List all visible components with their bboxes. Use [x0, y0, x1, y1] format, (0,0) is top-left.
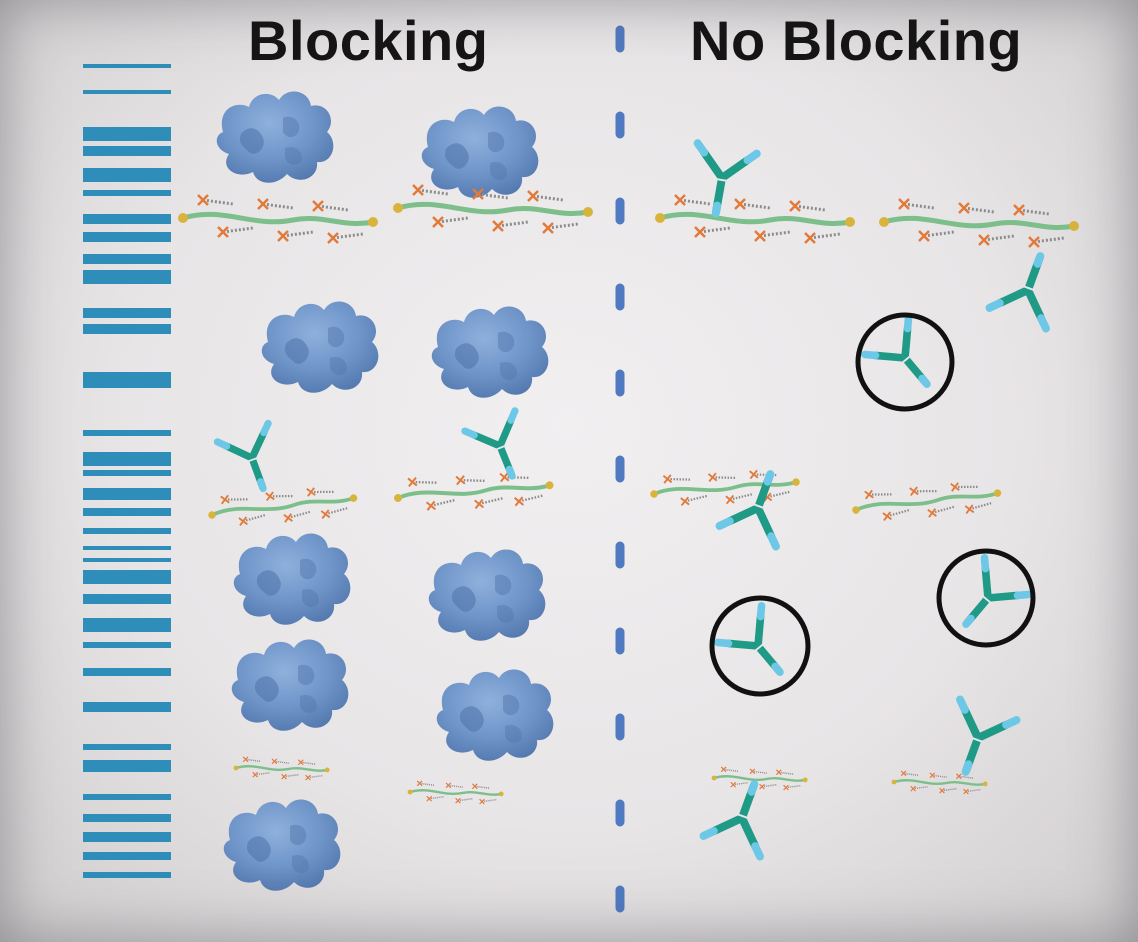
blocking-protein: [223, 799, 341, 891]
antibody: [937, 700, 1016, 783]
gel-band: [83, 324, 171, 334]
gel-band: [83, 832, 171, 842]
highlight-circle: [936, 548, 1036, 648]
gel-band: [83, 794, 171, 800]
antibody: [990, 246, 1069, 329]
highlight-circle: [709, 595, 811, 697]
gel-band: [83, 270, 171, 284]
antibody: [704, 774, 783, 857]
highlight-circle: [855, 312, 955, 412]
gel-band: [83, 452, 171, 466]
gel-band: [83, 872, 171, 878]
gel-band: [83, 168, 171, 182]
antibody: [686, 143, 757, 218]
gel-band: [83, 232, 171, 242]
antigen-strand: [850, 473, 1004, 530]
gel-band: [83, 546, 171, 550]
gel-band: [83, 470, 171, 476]
antigen-strand: [712, 767, 808, 790]
blocking-protein: [233, 533, 351, 625]
gel-band: [83, 558, 171, 562]
gel-band: [83, 760, 171, 772]
gel-band: [83, 372, 171, 388]
gel-band: [83, 570, 171, 584]
gel-band: [83, 852, 171, 860]
antigen-strand: [234, 757, 330, 780]
gel-band: [83, 488, 171, 500]
gel-band: [83, 618, 171, 632]
antigen-strand: [393, 185, 593, 233]
blocking-protein: [436, 669, 554, 761]
antigen-strand: [892, 771, 988, 794]
gel-band: [83, 64, 171, 68]
antigen-strand: [206, 478, 360, 535]
unbound-antibody: [865, 318, 949, 403]
gel-band: [83, 814, 171, 822]
antigen-strand: [178, 195, 378, 243]
blocking-protein: [216, 91, 334, 183]
gel-band: [83, 744, 171, 750]
gel-band: [83, 127, 171, 141]
antigen-strand: [392, 463, 555, 518]
gel-band: [83, 594, 171, 604]
antibody: [217, 423, 288, 497]
no-blocking-heading: No Blocking: [690, 9, 1023, 72]
antigen-strand: [408, 781, 504, 804]
gel-band: [83, 146, 171, 156]
unbound-antibody: [718, 606, 802, 691]
blocking-protein: [428, 549, 546, 641]
blocking-protein: [421, 106, 539, 198]
blocking-heading: Blocking: [248, 9, 489, 72]
blocking-protein: [431, 306, 549, 398]
gel-band: [83, 430, 171, 436]
antigen-strand: [655, 195, 855, 243]
unbound-antibody: [944, 558, 1028, 643]
antibody: [720, 464, 799, 547]
antigen-strand: [648, 462, 801, 513]
gel-band: [83, 254, 171, 264]
gel-band: [83, 668, 171, 676]
blocking-protein: [261, 301, 379, 393]
gel-band-ladder: [83, 64, 171, 878]
blocking-protein: [231, 639, 349, 731]
gel-band: [83, 90, 171, 94]
gel-band: [83, 642, 171, 648]
gel-band: [83, 508, 171, 516]
gel-band: [83, 702, 171, 712]
antigen-strand: [879, 199, 1079, 247]
gel-band: [83, 308, 171, 318]
gel-band: [83, 214, 171, 224]
gel-band: [83, 190, 171, 196]
gel-band: [83, 528, 171, 534]
